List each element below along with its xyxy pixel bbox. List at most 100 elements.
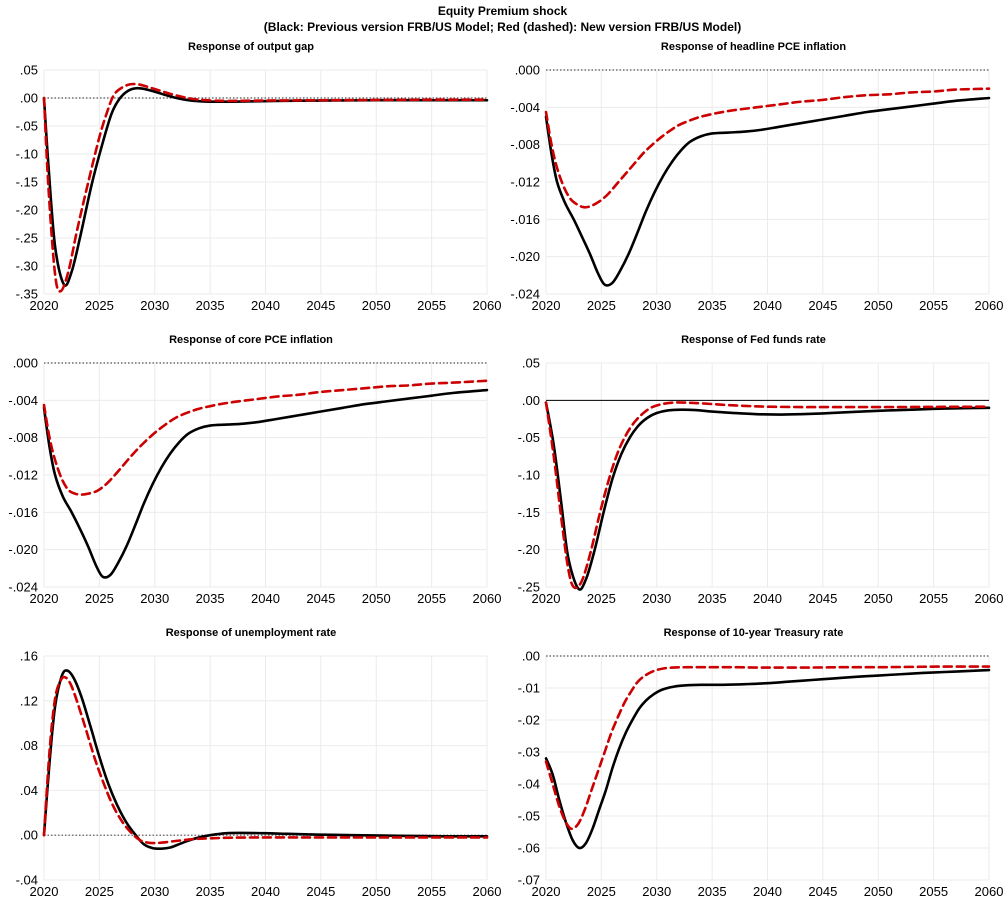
panel-title-ten-year-treasury-rate: Response of 10-year Treasury rate [663, 627, 844, 639]
y-tick-label: .00 [522, 649, 540, 664]
y-tick-label: -.15 [518, 505, 540, 520]
x-tick-label: 2035 [196, 298, 225, 313]
y-tick-label: -.05 [518, 430, 540, 445]
y-tick-label: -.024 [8, 580, 38, 595]
x-tick-label: 2025 [587, 591, 616, 606]
y-tick-label: -.15 [16, 175, 38, 190]
y-tick-label: -.024 [510, 287, 540, 302]
panel-unemployment-rate: Response of unemployment rate .16 .12 .08 .0… [0, 623, 502, 900]
y-tick-label: -.020 [8, 542, 38, 557]
y-tick-label: -.02 [518, 713, 540, 728]
x-tick-label: 2020 [30, 298, 59, 313]
x-tick-label: 2020 [30, 884, 59, 899]
x-tick-label: 2020 [30, 591, 59, 606]
series-line-new-model [544, 665, 991, 831]
y-tick-label: -.016 [8, 505, 38, 520]
y-tick-label: .00 [522, 393, 540, 408]
chart-subtitle-legend: (Black: Previous version FRB/US Model; R… [263, 20, 742, 34]
x-tick-label: 2040 [753, 591, 782, 606]
y-tick-label: .16 [20, 649, 38, 664]
y-tick-label: -.05 [518, 809, 540, 824]
panel-title-headline-pce-inflation: Response of headline PCE inflation [660, 41, 847, 53]
y-tick-label: -.04 [16, 873, 38, 888]
y-tick-label: -.35 [16, 287, 38, 302]
y-tick-label: .05 [20, 63, 38, 78]
x-tick-label: 2025 [587, 884, 616, 899]
y-tick-label: -.012 [8, 468, 38, 483]
y-tick-label: -.05 [16, 119, 38, 134]
series-line-previous-model [544, 401, 991, 591]
y-tick-label: .000 [515, 63, 540, 78]
y-tick-label: -.25 [16, 231, 38, 246]
x-tick-label: 2045 [808, 884, 837, 899]
x-tick-label: 2050 [864, 298, 893, 313]
y-tick-label: .12 [20, 693, 38, 708]
series-line-previous-model [544, 668, 991, 850]
y-tick-label: -.10 [16, 147, 38, 162]
y-tick-label: -.06 [518, 841, 540, 856]
y-tick-label: .04 [20, 783, 38, 798]
y-tick-label: .00 [20, 91, 38, 106]
series-line-previous-model [42, 669, 489, 851]
x-tick-label: 2030 [140, 884, 169, 899]
y-tick-label: -.03 [518, 745, 540, 760]
x-tick-label: 2045 [808, 591, 837, 606]
x-tick-label: 2035 [698, 884, 727, 899]
y-tick-label: -.008 [510, 137, 540, 152]
x-tick-label: 2020 [532, 591, 561, 606]
panel-title-unemployment-rate: Response of unemployment rate [165, 627, 337, 639]
y-tick-label: -.25 [518, 580, 540, 595]
panel-core-pce-inflation: Response of core PCE inflation .000 -.004 -… [0, 330, 502, 607]
x-tick-label: 2035 [196, 591, 225, 606]
series-line-previous-model [544, 96, 991, 287]
x-tick-label: 2040 [753, 298, 782, 313]
x-tick-label: 2045 [808, 298, 837, 313]
panel-output-gap: Response of output gap .05 .00 -.05 -.10 -.15… [0, 37, 502, 314]
y-tick-label: -.04 [518, 777, 540, 792]
x-tick-label: 2060 [975, 591, 1004, 606]
x-tick-label: 2050 [362, 884, 391, 899]
y-tick-label: .000 [13, 356, 38, 371]
y-tick-label: .00 [20, 828, 38, 843]
x-tick-label: 2025 [85, 298, 114, 313]
y-tick-label: .05 [522, 356, 540, 371]
y-tick-label: -.20 [16, 203, 38, 218]
x-tick-label: 2050 [864, 591, 893, 606]
y-tick-label: -.016 [510, 212, 540, 227]
y-tick-label: -.004 [8, 393, 38, 408]
x-tick-label: 2050 [864, 884, 893, 899]
y-tick-label: -.10 [518, 468, 540, 483]
charts-grid: Response of output gap .05 .00 -.05 -.10 -.15… [0, 37, 1005, 900]
panel-headline-pce-inflation: Response of headline PCE inflation .000 -.… [502, 37, 1005, 314]
x-tick-label: 2020 [532, 298, 561, 313]
x-tick-label: 2060 [473, 591, 502, 606]
x-tick-label: 2045 [306, 298, 335, 313]
x-tick-label: 2055 [417, 884, 446, 899]
x-tick-label: 2040 [251, 298, 280, 313]
x-tick-label: 2030 [140, 591, 169, 606]
series-line-new-model [42, 379, 489, 496]
y-tick-label: -.012 [510, 175, 540, 190]
y-tick-label: -.20 [518, 542, 540, 557]
panel-ten-year-treasury-rate: Response of 10-year Treasury rate .00 -.01… [502, 623, 1005, 900]
y-tick-label: -.07 [518, 873, 540, 888]
series-line-new-model [544, 87, 991, 209]
x-tick-label: 2035 [698, 298, 727, 313]
y-tick-label: -.004 [510, 100, 540, 115]
x-tick-label: 2060 [473, 884, 502, 899]
x-tick-label: 2055 [919, 591, 948, 606]
x-tick-label: 2025 [85, 884, 114, 899]
x-tick-label: 2030 [642, 298, 671, 313]
x-tick-label: 2055 [919, 298, 948, 313]
panel-title-fed-funds-rate: Response of Fed funds rate [681, 334, 826, 346]
x-tick-label: 2050 [362, 591, 391, 606]
x-tick-label: 2060 [975, 884, 1004, 899]
x-tick-label: 2030 [642, 591, 671, 606]
x-tick-label: 2055 [417, 591, 446, 606]
